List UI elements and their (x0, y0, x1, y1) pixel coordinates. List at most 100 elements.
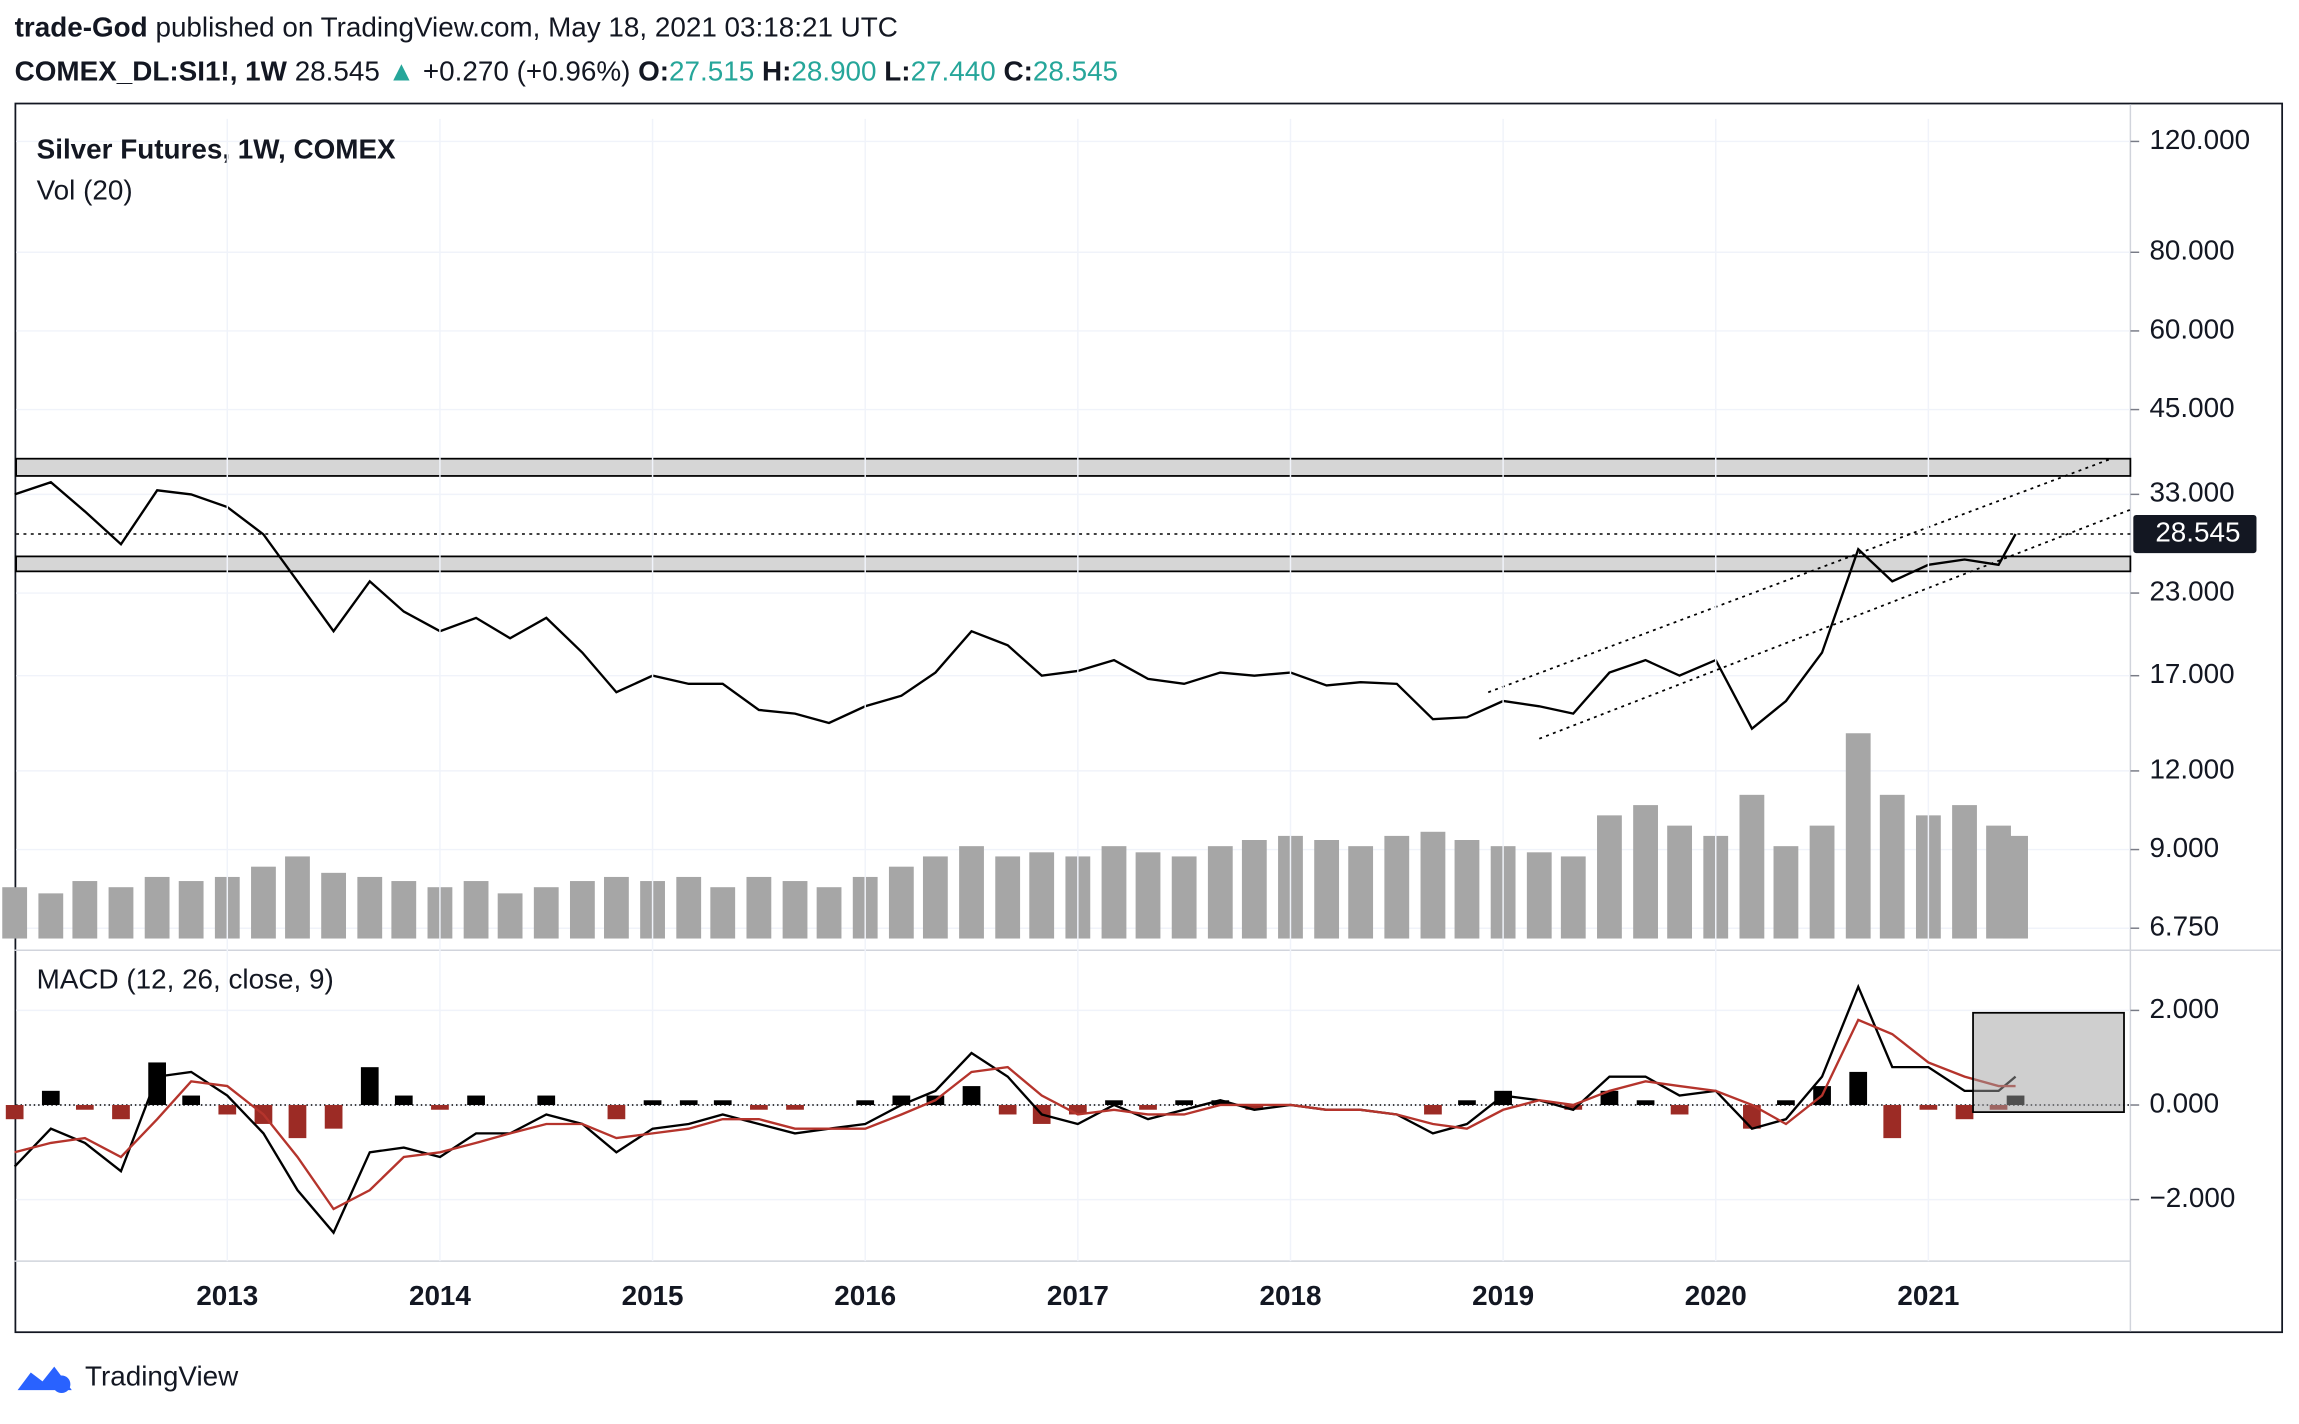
volume-bar (144, 876, 170, 939)
histogram-bar (148, 1062, 166, 1106)
volume-bar (1667, 825, 1693, 939)
histogram-bar (750, 1105, 768, 1110)
o-label: O: (638, 56, 669, 87)
histogram-bar (1211, 1100, 1230, 1106)
volume-bar (1207, 846, 1233, 939)
last-price-box (2133, 514, 2257, 554)
volume-bar (2003, 835, 2028, 939)
volume-bar (357, 876, 383, 939)
y-tick-label: 17.000 (2149, 658, 2234, 689)
x-tick-label: 2013 (196, 1280, 258, 1311)
histogram-bar (1139, 1105, 1157, 1110)
y-tick-label: 60.000 (2149, 313, 2234, 344)
histogram-bar (182, 1095, 201, 1106)
y-tick-label: 12.000 (2149, 753, 2234, 784)
frame (14, 102, 2284, 1334)
volume-bar (1348, 846, 1374, 939)
l-label: L: (884, 56, 910, 87)
signal-line (14, 1018, 2016, 1211)
x-tick-label: 2018 (1259, 1280, 1321, 1311)
volume-bar (816, 887, 842, 939)
histogram-bar (324, 1105, 343, 1129)
price-line (14, 480, 2017, 731)
histogram-bar (1458, 1100, 1476, 1106)
histogram-bar (1424, 1105, 1442, 1115)
volume-bar (1879, 794, 1905, 939)
x-tick-label: 2016 (834, 1280, 896, 1311)
histogram-bar (467, 1095, 485, 1106)
pane-title: MACD (12, 26, close, 9) (37, 963, 334, 994)
volume-bar (178, 881, 204, 939)
y-tick-label: 0.000 (2149, 1087, 2219, 1118)
volume-bar (497, 893, 523, 939)
histogram-bar (1564, 1105, 1583, 1110)
volume-bar (38, 893, 64, 939)
volume-bar (321, 872, 347, 939)
volume-bar (782, 881, 808, 939)
volume-bar (1314, 839, 1340, 939)
volume-bar (1454, 839, 1480, 939)
histogram-bar (892, 1095, 911, 1106)
histogram-bar (360, 1067, 379, 1106)
volume-label: Vol (20) (37, 175, 133, 206)
annotation-box (1972, 1011, 2125, 1113)
volume-bar (710, 887, 736, 939)
histogram-bar (1105, 1100, 1123, 1106)
histogram-bar (1849, 1071, 1868, 1106)
volume-bar (1597, 815, 1622, 939)
histogram-bar (5, 1105, 24, 1120)
x-tick-label: 2021 (1897, 1280, 1959, 1311)
zone (15, 457, 2132, 477)
y-tick-label: 6.750 (2149, 911, 2219, 942)
volume-bar (1633, 805, 1658, 939)
histogram-bar (786, 1105, 804, 1110)
y-tick-label: 2.000 (2149, 993, 2219, 1024)
histogram-bar (607, 1105, 626, 1120)
volume-bar (604, 876, 629, 939)
histogram-bar (1883, 1105, 1902, 1139)
author: trade-God (15, 12, 148, 43)
volume-bar (1845, 733, 1871, 939)
volume-bar (746, 876, 772, 939)
histogram-bar (288, 1105, 307, 1139)
volume-bar (533, 887, 559, 939)
volume-bar (1420, 831, 1446, 939)
volume-bar (959, 846, 984, 939)
volume-bar (463, 881, 489, 939)
histogram-bar (679, 1100, 698, 1106)
volume-bar (1526, 852, 1552, 939)
change: +0.270 (+0.96%) (423, 56, 630, 87)
volume-bar (1384, 835, 1410, 939)
volume-bar (1773, 846, 1799, 939)
histogram-bar (112, 1105, 130, 1120)
symbol: COMEX_DL:SI1!, 1W (15, 56, 288, 87)
volume-bar (391, 881, 417, 939)
h-label: H: (762, 56, 791, 87)
y-tick-label: 120.000 (2149, 124, 2250, 155)
volume-bar (676, 876, 702, 939)
volume-bar (1241, 839, 1267, 939)
volume-bar (1101, 846, 1127, 939)
y-tick-label: 23.000 (2149, 575, 2234, 606)
y-tick-label: 45.000 (2149, 392, 2234, 423)
histogram-bar (1636, 1100, 1655, 1106)
volume-bar (1809, 825, 1835, 939)
open: 27.515 (669, 56, 754, 87)
y-tick-label: 9.000 (2149, 832, 2219, 863)
y-tick-label: −2.000 (2149, 1182, 2235, 1213)
histogram-bar (1068, 1105, 1087, 1115)
trendline (1538, 508, 2131, 740)
histogram-bar (1955, 1105, 1974, 1120)
histogram-bar (75, 1105, 94, 1110)
histogram-bar (1494, 1090, 1512, 1106)
volume-bar (251, 866, 276, 939)
histogram-bar (643, 1100, 662, 1106)
last-price-label: 28.545 (2155, 516, 2240, 547)
histogram-bar (1175, 1100, 1194, 1106)
volume-bar (285, 856, 310, 939)
logo (17, 1366, 72, 1394)
histogram-bar (394, 1095, 413, 1106)
close: 28.545 (1033, 56, 1118, 87)
histogram-bar (1600, 1090, 1619, 1106)
